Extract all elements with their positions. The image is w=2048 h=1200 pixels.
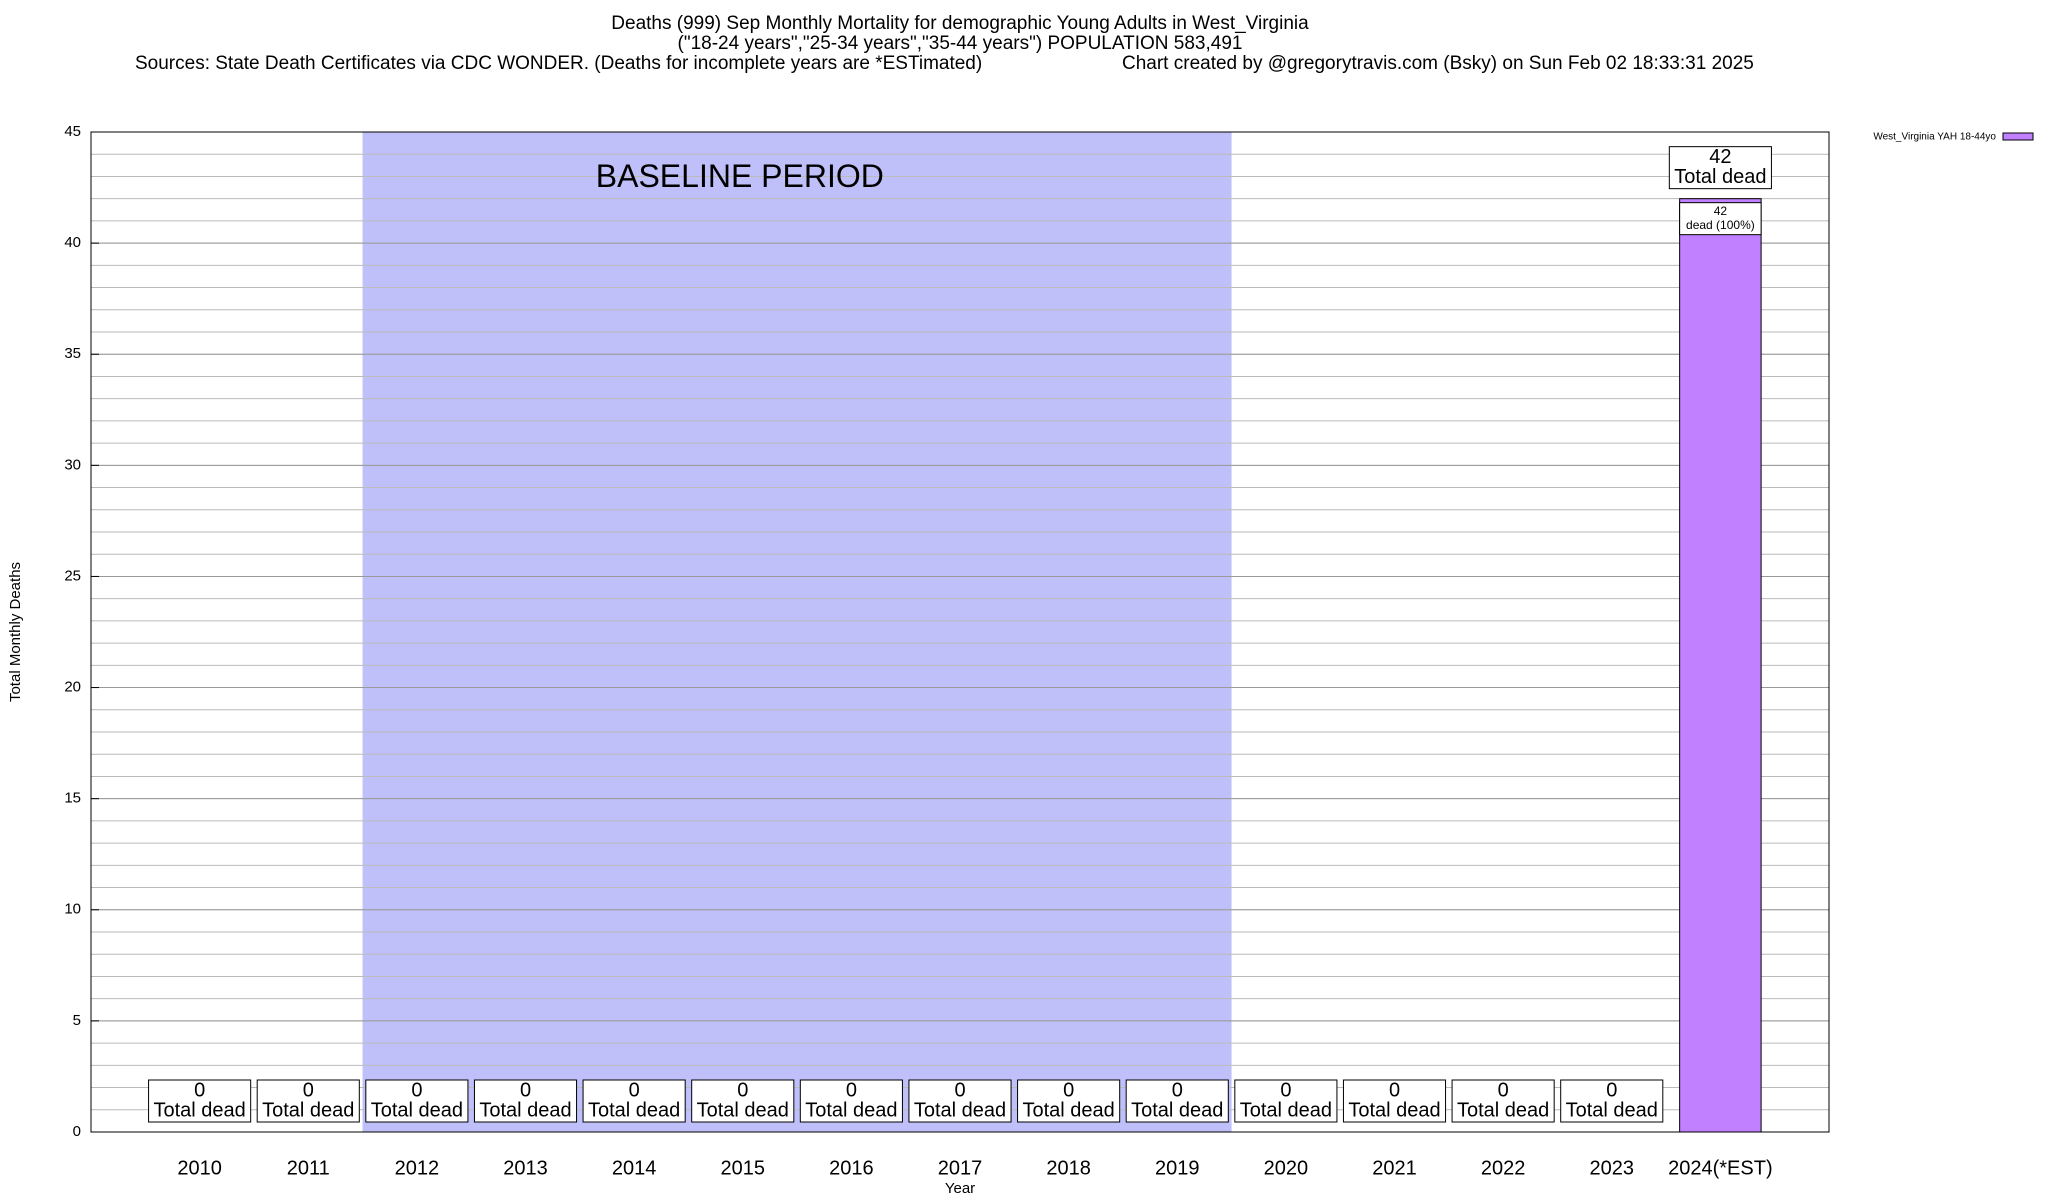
total-label-box [1451, 1079, 1555, 1123]
bar [1679, 198, 1762, 1133]
y-tick-label: 0 [73, 1123, 81, 1140]
total-label-box [799, 1079, 903, 1123]
total-label: Total dead [1240, 1099, 1332, 1121]
y-axis-label: Total Monthly Deaths [7, 562, 24, 702]
total-label-box [908, 1079, 1012, 1123]
total-value-label: 0 [1389, 1079, 1400, 1101]
total-label-box [1017, 1079, 1121, 1123]
total-label: Total dead [479, 1099, 571, 1121]
segment-label: dead (100%) [1686, 218, 1755, 232]
x-tick-label: 2024(*EST) [1668, 1157, 1773, 1179]
legend-swatch [2002, 132, 2034, 141]
total-label: Total dead [697, 1099, 789, 1121]
chart-subtitle: ("18-24 years","25-34 years","35-44 year… [678, 33, 1243, 54]
y-tick-label: 40 [64, 234, 81, 251]
x-tick-label: 2014 [612, 1157, 657, 1179]
x-tick-label: 2013 [503, 1157, 548, 1179]
legend-label: West_Virginia YAH 18-44yo [1873, 132, 1996, 143]
total-value-label: 0 [1606, 1079, 1617, 1101]
x-tick-label: 2015 [721, 1157, 766, 1179]
annotation: BASELINE PERIOD [596, 158, 884, 194]
total-label-box [1668, 146, 1772, 190]
total-label: Total dead [1674, 166, 1766, 188]
total-label-box [1342, 1079, 1447, 1123]
x-tick-label: 2011 [287, 1157, 330, 1179]
y-tick-label: 30 [64, 456, 81, 473]
total-label: Total dead [371, 1099, 463, 1121]
total-value-label: 0 [1498, 1079, 1509, 1101]
total-value-label: 0 [846, 1079, 857, 1101]
total-value-label: 0 [737, 1079, 748, 1101]
total-value-label: 42 [1709, 146, 1731, 168]
x-tick-label: 2023 [1590, 1157, 1635, 1179]
total-value-label: 0 [1280, 1079, 1291, 1101]
total-value-label: 0 [411, 1079, 422, 1101]
x-tick-label: 2019 [1155, 1157, 1200, 1179]
x-tick-label: 2018 [1046, 1157, 1091, 1179]
total-label-box [691, 1079, 795, 1123]
y-tick-label: 25 [64, 567, 81, 584]
total-label: Total dead [805, 1099, 897, 1121]
total-value-label: 0 [520, 1079, 531, 1101]
sources: Sources: State Death Certificates via CD… [135, 53, 982, 74]
y-tick-label: 5 [73, 1012, 81, 1029]
x-tick-label: 2021 [1372, 1157, 1417, 1179]
x-tick-label: 2022 [1481, 1157, 1526, 1179]
total-value-label: 0 [1063, 1079, 1074, 1101]
y-tick-label: 20 [64, 679, 81, 696]
total-label-box [1234, 1079, 1338, 1123]
x-tick-label: 2010 [177, 1157, 222, 1179]
baseline-region [362, 132, 1232, 1132]
total-label-box [256, 1079, 360, 1123]
credit: Chart created by @gregorytravis.com (Bsk… [1122, 53, 1754, 74]
chart-title: Deaths (999) Sep Monthly Mortality for d… [611, 13, 1309, 34]
segment-value-label: 42 [1714, 204, 1728, 218]
total-value-label: 0 [954, 1079, 965, 1101]
total-value-label: 0 [629, 1079, 640, 1101]
total-label-box [1560, 1079, 1664, 1123]
total-label: Total dead [1022, 1099, 1114, 1121]
total-label-box [473, 1079, 578, 1123]
total-label: Total dead [153, 1099, 245, 1121]
total-value-label: 0 [303, 1079, 314, 1101]
y-tick-label: 10 [64, 901, 81, 918]
total-label: Total dead [588, 1099, 680, 1121]
x-tick-label: 2020 [1264, 1157, 1309, 1179]
total-label-box [582, 1079, 686, 1123]
y-tick-label: 45 [64, 123, 81, 140]
x-tick-label: 2012 [395, 1157, 440, 1179]
total-label: Total dead [1131, 1099, 1223, 1121]
x-axis-label: Year [945, 1180, 975, 1197]
total-label: Total dead [914, 1099, 1006, 1121]
total-label: Total dead [1566, 1099, 1658, 1121]
total-label-box [148, 1079, 252, 1123]
total-label-box [1125, 1079, 1229, 1123]
total-label: Total dead [262, 1099, 354, 1121]
y-tick-label: 35 [64, 345, 81, 362]
plot-frame [90, 131, 1830, 1133]
x-tick-label: 2017 [938, 1157, 983, 1179]
total-label: Total dead [1457, 1099, 1549, 1121]
total-value-label: 0 [194, 1079, 205, 1101]
total-value-label: 0 [1172, 1079, 1183, 1101]
segment-label-box [1679, 202, 1762, 236]
total-label: Total dead [1348, 1099, 1440, 1121]
total-label-box [365, 1079, 469, 1123]
y-tick-label: 15 [64, 790, 81, 807]
x-tick-label: 2016 [829, 1157, 874, 1179]
